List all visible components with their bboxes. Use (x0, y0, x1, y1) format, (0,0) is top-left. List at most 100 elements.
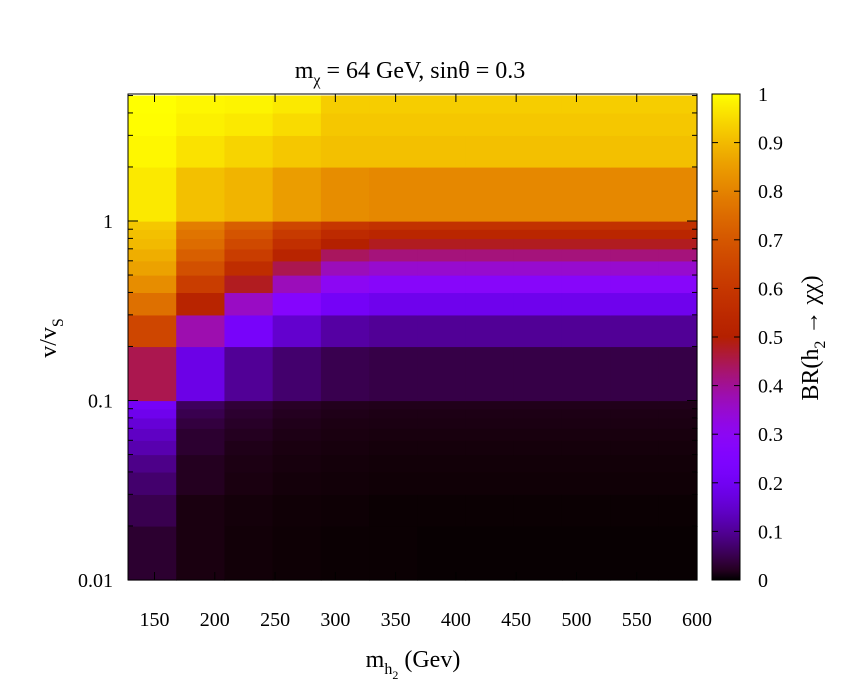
heatmap-cell (128, 494, 177, 527)
heatmap-cell (417, 229, 467, 239)
heatmap-cell (176, 346, 226, 402)
heatmap-cell (417, 494, 467, 527)
heatmap-cell (513, 494, 563, 527)
heatmap-cell (417, 238, 467, 250)
heatmap-cell (320, 428, 370, 441)
heatmap-cell (658, 408, 698, 419)
heatmap-cell (369, 400, 418, 410)
heatmap-cell (465, 166, 515, 222)
heatmap-cell (513, 417, 563, 429)
heatmap-cell (465, 112, 515, 136)
heatmap-cell (128, 238, 177, 250)
heatmap-cell (176, 525, 226, 581)
heatmap-cell (658, 229, 698, 239)
heatmap-cell (465, 229, 515, 239)
heatmap-cell (128, 248, 177, 262)
heatmap-cell (272, 525, 322, 581)
heatmap-cell (610, 135, 660, 168)
heatmap-cell (658, 346, 698, 402)
heatmap-cell (417, 400, 467, 410)
heatmap-cell (610, 400, 660, 410)
heatmap-cell (561, 408, 611, 419)
heatmap-cell (658, 471, 698, 495)
x-tick-label: 400 (441, 609, 471, 631)
heatmap-cell (610, 229, 660, 239)
heatmap-cell (320, 238, 370, 250)
heatmap-cell (513, 135, 563, 168)
heatmap-cell (610, 166, 660, 222)
heatmap-cell (176, 260, 226, 276)
heatmap-cell (224, 275, 274, 294)
heatmap-cell (369, 440, 418, 456)
heatmap-cell (658, 525, 698, 581)
heatmap-cell (272, 408, 322, 419)
heatmap-cell (320, 275, 370, 294)
heatmap-cell (513, 229, 563, 239)
heatmap-cell (320, 112, 370, 136)
heatmap-cell (272, 494, 322, 527)
heatmap-cell (272, 166, 322, 222)
heatmap-cell (128, 525, 177, 581)
heatmap-cell (320, 166, 370, 222)
heatmap-cell (128, 95, 177, 114)
heatmap-cell (320, 260, 370, 276)
heatmap-cell (128, 428, 177, 441)
heatmap-cell (513, 400, 563, 410)
heatmap-cell (272, 417, 322, 429)
heatmap-cell (513, 440, 563, 456)
x-tick-label: 300 (320, 609, 350, 631)
heatmap-cell (224, 260, 274, 276)
heatmap-cell (465, 292, 515, 316)
heatmap-cell (417, 454, 467, 473)
y-axis-label: v/vS (36, 318, 67, 358)
heatmap-cell (128, 440, 177, 456)
heatmap-cell (561, 221, 611, 230)
heatmap-cell (658, 135, 698, 168)
heatmap-cell (417, 428, 467, 441)
heatmap-cell (610, 454, 660, 473)
heatmap-cell (658, 440, 698, 456)
heatmap-cell (561, 440, 611, 456)
heatmap-cell (465, 471, 515, 495)
heatmap-cell (320, 408, 370, 419)
heatmap-cell (320, 494, 370, 527)
colorbar-tick-label: 0 (758, 570, 768, 592)
heatmap-cell (513, 525, 563, 581)
heatmap-cell (369, 260, 418, 276)
heatmap-cell (561, 95, 611, 114)
y-axis-ticks: 0.01 0.1 1 (78, 95, 697, 592)
heatmap-cell (176, 221, 226, 230)
heatmap-cell (561, 229, 611, 239)
heatmap-cell (369, 494, 418, 527)
heatmap-cell (610, 471, 660, 495)
heatmap-cell (224, 221, 274, 230)
heatmap-cell (224, 248, 274, 262)
heatmap-cell (610, 292, 660, 316)
heatmap-cell (465, 135, 515, 168)
heatmap-cell (369, 221, 418, 230)
heatmap-cell (128, 314, 177, 348)
heatmap-cell (513, 238, 563, 250)
heatmap-cell (417, 112, 467, 136)
heatmap-cell (658, 292, 698, 316)
heatmap-cell (320, 440, 370, 456)
heatmap-cell (658, 275, 698, 294)
heatmap-cell (513, 112, 563, 136)
heatmap-cell (176, 408, 226, 419)
y-tick-label: 0.01 (78, 570, 113, 592)
heatmap-cell (224, 525, 274, 581)
x-tick-label: 350 (381, 609, 411, 631)
x-tick-label: 600 (682, 609, 712, 631)
heatmap-cell (176, 428, 226, 441)
heatmap-cell (272, 346, 322, 402)
heatmap-cell (369, 238, 418, 250)
heatmap-cell (561, 494, 611, 527)
heatmap-cell (417, 440, 467, 456)
heatmap-cell (561, 260, 611, 276)
heatmap-cell (561, 471, 611, 495)
heatmap-cell (176, 248, 226, 262)
x-tick-label: 450 (501, 609, 531, 631)
heatmap-cell (610, 260, 660, 276)
heatmap-cell (176, 292, 226, 316)
heatmap-cell (176, 95, 226, 114)
